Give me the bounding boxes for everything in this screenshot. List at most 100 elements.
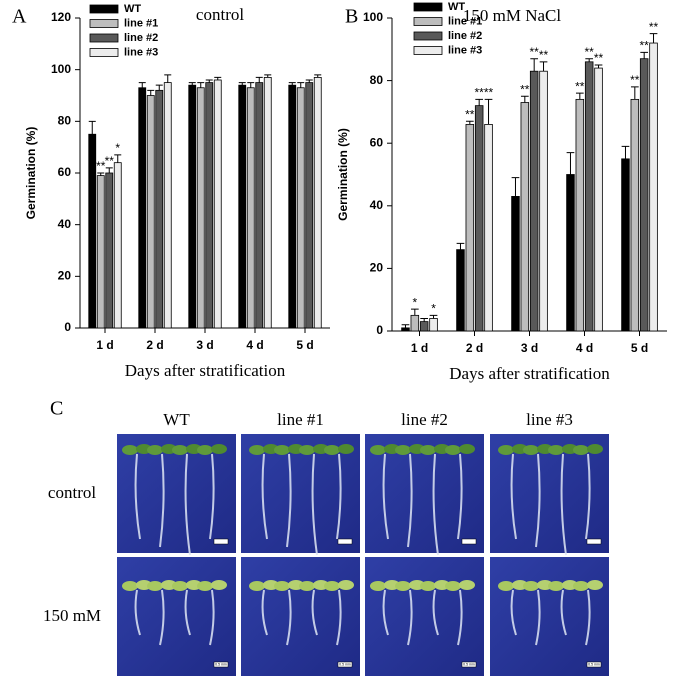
- legend-label: line #3: [448, 44, 482, 56]
- root: [560, 589, 567, 636]
- bar: [188, 84, 197, 329]
- error-bar: [305, 79, 313, 83]
- cotyledon: [523, 445, 539, 455]
- error-bar: [640, 51, 649, 59]
- bar: [146, 95, 155, 329]
- error-bar: [214, 76, 222, 80]
- legend-swatch: [89, 19, 119, 28]
- legend-swatch: [89, 48, 119, 57]
- error-bar: [594, 64, 603, 69]
- error-bar: [575, 92, 584, 100]
- scale-bar: [586, 538, 602, 545]
- bar: [529, 70, 539, 332]
- photo-background: [117, 557, 236, 676]
- error-bar: [297, 82, 305, 88]
- bar: [465, 124, 475, 332]
- y-tick-label: 60: [370, 135, 384, 149]
- chart-title: control: [196, 5, 244, 24]
- error-bar: [585, 58, 594, 62]
- error-bar: [264, 74, 272, 78]
- error-bar: [465, 120, 474, 125]
- legend-label: WT: [448, 1, 465, 13]
- root: [432, 453, 439, 556]
- error-bar: [511, 177, 520, 197]
- legend-label: line #3: [124, 46, 158, 58]
- root: [510, 453, 517, 540]
- x-tick-label: 3 d: [196, 338, 213, 352]
- error-bar: [566, 152, 575, 175]
- error-bar: [429, 314, 438, 319]
- x-tick-label: 2 d: [466, 341, 483, 355]
- bar: [566, 174, 575, 332]
- y-axis-label: Germination (%): [24, 127, 38, 220]
- error-bar: [410, 308, 419, 316]
- root: [159, 453, 165, 548]
- significance: **: [640, 39, 650, 53]
- seedling-photo: [241, 434, 360, 556]
- cotyledon: [147, 445, 163, 455]
- x-tick-label: 5 d: [631, 341, 648, 355]
- y-tick-label: 60: [58, 165, 72, 179]
- scale-bar-label: 0.5 mm: [588, 662, 600, 666]
- root: [134, 453, 141, 540]
- row-label: control: [48, 483, 96, 502]
- root: [311, 589, 318, 636]
- root: [261, 589, 268, 636]
- cotyledon: [523, 581, 539, 591]
- bar: [263, 77, 272, 329]
- cotyledon: [395, 445, 411, 455]
- y-tick-label: 0: [64, 320, 71, 334]
- cotyledon: [122, 581, 138, 591]
- cotyledon: [573, 445, 589, 455]
- significance: **: [96, 159, 106, 173]
- bar: [474, 105, 484, 332]
- seedling-photo: [490, 434, 609, 556]
- bar: [410, 314, 420, 332]
- cotyledon: [197, 581, 213, 591]
- bar: [213, 79, 222, 329]
- significance: **: [465, 107, 475, 121]
- significance: **: [539, 48, 549, 62]
- legend-label: line #1: [124, 17, 158, 29]
- bar: [419, 321, 429, 332]
- root: [585, 589, 591, 646]
- column-label: line #2: [401, 410, 448, 429]
- bar: [163, 82, 172, 329]
- error-bar: [197, 82, 205, 88]
- seedling-photo: 0.5 mm: [365, 557, 484, 676]
- scale-bar-label: 0.5 mm: [463, 662, 475, 666]
- error-bar: [105, 167, 113, 173]
- cotyledon: [548, 445, 564, 455]
- cotyledon: [445, 581, 461, 591]
- error-bar: [484, 98, 493, 125]
- legend-swatch: [89, 33, 119, 43]
- cotyledon: [324, 445, 340, 455]
- cotyledon: [548, 581, 564, 591]
- significance: **: [630, 73, 640, 87]
- root: [585, 453, 591, 540]
- significance: *: [115, 141, 120, 155]
- bar: [313, 77, 322, 329]
- column-label: line #3: [526, 410, 573, 429]
- cotyledon: [587, 444, 603, 454]
- scale-bar: [586, 661, 602, 668]
- bar: [205, 82, 214, 329]
- bar: [639, 58, 649, 332]
- row-label: 150 mM: [43, 606, 101, 625]
- root: [510, 589, 517, 636]
- bar: [246, 87, 255, 329]
- error-bar: [238, 82, 246, 86]
- significance: **: [585, 45, 595, 59]
- seedling-photo: 0.5 mm: [241, 557, 360, 676]
- root: [311, 453, 318, 556]
- error-bar: [630, 86, 639, 100]
- cotyledon: [459, 580, 475, 590]
- bar: [539, 70, 548, 332]
- cotyledon: [172, 581, 188, 591]
- seedling-photo: [117, 434, 236, 556]
- root: [286, 453, 292, 548]
- bar: [96, 175, 105, 329]
- x-tick-label: 3 d: [521, 341, 538, 355]
- error-bar: [138, 82, 146, 88]
- legend-swatch: [89, 4, 119, 14]
